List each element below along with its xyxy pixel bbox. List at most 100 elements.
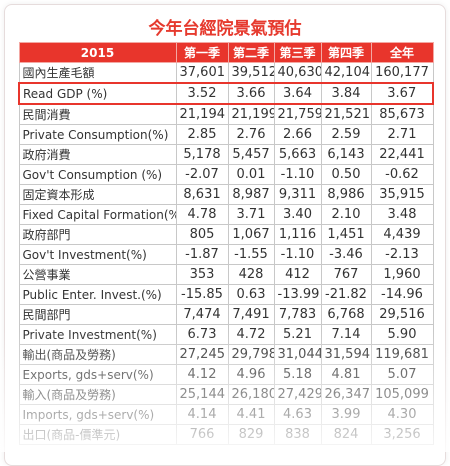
cell-value: 3.52: [175, 82, 229, 105]
cell-value: 1,116: [273, 224, 322, 245]
row-label: 民間消費: [18, 103, 177, 125]
row-label: Exports, gds+serv(%): [18, 364, 177, 385]
header-cell: 第二季: [227, 42, 275, 63]
forecast-table: 2015 第一季 第二季 第三季 第四季 全年 國內生產毛額 37,601 39,512 40,6…: [18, 42, 434, 445]
cell-value: 29,798: [227, 344, 275, 365]
cell-value: -1.55: [227, 244, 275, 265]
row-label: Imports, gds+serv(%): [18, 404, 177, 425]
cell-value: 5,663: [273, 144, 322, 165]
row-label: Gov't Investment(%): [18, 244, 177, 265]
cell-value: 4.78: [175, 204, 229, 225]
cell-value: 829: [227, 424, 275, 445]
cell-value: 31,044: [273, 344, 322, 365]
table-row: 輸入(商品及勞務) 25,144 26,180 27,429 26,347 105,099: [18, 384, 434, 405]
title: 今年台經院景氣預估: [148, 19, 302, 39]
cell-value: 27,245: [175, 344, 229, 365]
cell-value: 0.01: [227, 164, 275, 185]
row-label: Gov't Consumption (%): [18, 164, 177, 185]
cell-value: -21.82: [320, 284, 372, 305]
cell-value: 85,673: [370, 103, 434, 125]
cell-value: 2.66: [273, 124, 322, 145]
cell-value: 21,199: [227, 103, 275, 125]
row-label: Public Enter. Invest.(%): [18, 284, 177, 305]
cell-value: 26,180: [227, 384, 275, 405]
cell-value: 2.71: [370, 124, 434, 145]
cell-value: 4.72: [227, 324, 275, 345]
cell-value: -14.96: [370, 284, 434, 305]
cell-value: 31,594: [320, 344, 372, 365]
cell-value: 1,067: [227, 224, 275, 245]
cell-value: 4.96: [227, 364, 275, 385]
cell-value: -13.99: [273, 284, 322, 305]
table-row: 民間部門 7,474 7,491 7,783 6,768 29,516: [18, 304, 434, 325]
cell-value: 3.84: [320, 82, 372, 105]
row-label: 政府部門: [18, 224, 177, 245]
cell-value: 21,759: [273, 103, 322, 125]
cell-value: -3.46: [320, 244, 372, 265]
cell-value: 4.30: [370, 404, 434, 425]
cell-value: 4.63: [273, 404, 322, 425]
cell-value: 7,491: [227, 304, 275, 325]
table-row: Exports, gds+serv(%) 4.12 4.96 5.18 4.81 5.07: [18, 364, 434, 385]
cell-value: 2.76: [227, 124, 275, 145]
cell-value: 767: [320, 264, 372, 285]
cell-value: 9,311: [273, 184, 322, 205]
cell-value: 3.99: [320, 404, 372, 425]
cell-value: 3.67: [370, 82, 434, 105]
row-label: 政府消費: [18, 144, 177, 165]
cell-value: 7,783: [273, 304, 322, 325]
cell-value: 5,457: [227, 144, 275, 165]
row-label: 國內生產毛額: [18, 62, 177, 84]
table-row: Public Enter. Invest.(%) -15.85 0.63 -13.99…: [18, 284, 434, 305]
cell-value: 824: [320, 424, 372, 445]
row-label: 公營事業: [18, 264, 177, 285]
cell-value: 160,177: [370, 62, 434, 84]
cell-value: 5.90: [370, 324, 434, 345]
cell-value: -1.87: [175, 244, 229, 265]
cell-value: 39,512: [227, 62, 275, 84]
cell-value: 766: [175, 424, 229, 445]
cell-value: 7,474: [175, 304, 229, 325]
cell-value: 3.64: [273, 82, 322, 105]
cell-value: 5,178: [175, 144, 229, 165]
table-row: Imports, gds+serv(%) 4.14 4.41 4.63 3.99 4.30: [18, 404, 434, 425]
cell-value: 25,144: [175, 384, 229, 405]
cell-value: 0.50: [320, 164, 372, 185]
table-row: 輸出(商品及勞務) 27,245 29,798 31,044 31,594 119,681: [18, 344, 434, 365]
header-cell: 第三季: [273, 42, 322, 63]
header-cell: 第四季: [320, 42, 372, 63]
table-row: Read GDP (%) 3.52 3.66 3.64 3.84 3.67: [18, 82, 434, 105]
cell-value: 40,630: [273, 62, 322, 84]
cell-value: 7.14: [320, 324, 372, 345]
table-row: 政府部門 805 1,067 1,116 1,451 4,439: [18, 224, 434, 245]
row-label: Private Investment(%): [18, 324, 177, 345]
cell-value: 8,987: [227, 184, 275, 205]
row-label: 民間部門: [18, 304, 177, 325]
cell-value: 2.85: [175, 124, 229, 145]
row-label: Fixed Capital Formation(%): [18, 204, 177, 225]
row-label: 輸出(商品及勞務): [18, 344, 177, 365]
cell-value: -1.10: [273, 244, 322, 265]
cell-value: 119,681: [370, 344, 434, 365]
cell-value: 4.12: [175, 364, 229, 385]
row-label: Private Consumption(%): [18, 124, 177, 145]
cell-value: 105,099: [370, 384, 434, 405]
table-row: Fixed Capital Formation(%) 4.78 3.71 3.40 2.…: [18, 204, 434, 225]
row-label: 出口(商品-價準元): [18, 424, 177, 445]
cell-value: 2.59: [320, 124, 372, 145]
table-row: 出口(商品-價準元) 766 829 838 824 3,256: [18, 424, 434, 445]
cell-value: 2.10: [320, 204, 372, 225]
cell-value: 4,439: [370, 224, 434, 245]
header-cell: 全年: [370, 42, 434, 63]
cell-value: 5.18: [273, 364, 322, 385]
table-row: 公營事業 353 428 412 767 1,960: [18, 264, 434, 285]
cell-value: 1,960: [370, 264, 434, 285]
cell-value: 4.14: [175, 404, 229, 425]
cell-value: 3.66: [227, 82, 275, 105]
cell-value: 37,601: [175, 62, 229, 84]
table-row: 國內生產毛額 37,601 39,512 40,630 42,104 160,177: [18, 62, 434, 84]
cell-value: 3.48: [370, 204, 434, 225]
page: 今年台經院景氣預估 2015 第一季 第二季 第三季 第四季 全年 國內生產毛額 37,601…: [0, 4, 450, 466]
cell-value: 4.41: [227, 404, 275, 425]
cell-value: -1.10: [273, 164, 322, 185]
